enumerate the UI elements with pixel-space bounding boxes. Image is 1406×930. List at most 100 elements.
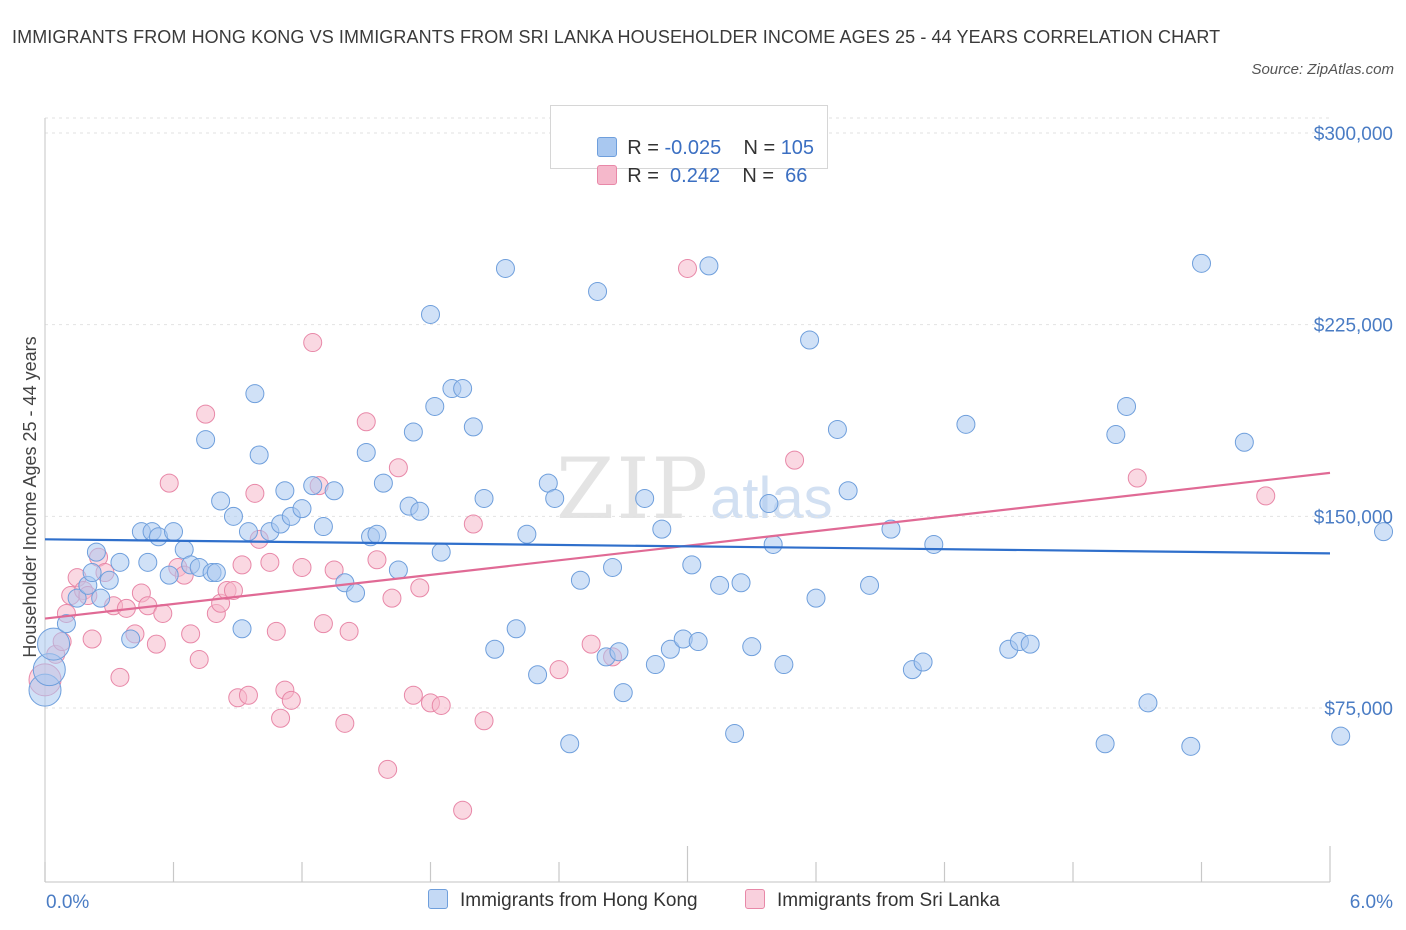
- sri-lanka-point: [266, 621, 286, 641]
- sri-lanka-point: [581, 634, 601, 654]
- hong-kong-point: [660, 639, 680, 659]
- hong-kong-point: [725, 724, 745, 744]
- sri-lanka-point: [281, 690, 301, 710]
- sri-lanka-point: [110, 667, 130, 687]
- hong-kong-point: [292, 499, 312, 519]
- chart-title: IMMIGRANTS FROM HONG KONG VS IMMIGRANTS …: [12, 27, 1221, 47]
- hong-kong-point: [682, 555, 702, 575]
- legend-n-label: N =: [742, 165, 775, 187]
- sri-lanka-point: [196, 404, 216, 424]
- sri-lanka-point: [678, 258, 697, 278]
- hong-kong-point: [635, 488, 655, 508]
- hong-kong-point: [913, 652, 933, 672]
- hong-kong-point: [110, 552, 130, 572]
- sri-lanka-point: [189, 649, 209, 669]
- hong-kong-point: [545, 488, 565, 508]
- legend-row-sri-lanka: R = 0.242 N = 66: [575, 142, 807, 187]
- sri-lanka-point: [410, 578, 430, 598]
- hong-kong-point: [164, 522, 183, 542]
- hong-kong-point: [56, 614, 76, 634]
- hong-kong-point: [1181, 736, 1201, 756]
- sri-lanka-point: [1256, 486, 1276, 506]
- sri-lanka-point: [232, 555, 252, 575]
- hong-kong-point: [67, 588, 87, 608]
- hong-kong-point: [699, 256, 719, 276]
- hong-kong-trend-line: [44, 538, 1331, 555]
- hong-kong-point: [1095, 734, 1115, 754]
- hong-kong-point: [588, 281, 608, 301]
- hong-kong-point: [1117, 396, 1137, 416]
- hong-kong-point: [211, 491, 231, 511]
- sri-lanka-point: [388, 458, 408, 478]
- watermark: ZIPatlas: [556, 440, 833, 538]
- hong-kong-point: [1331, 726, 1351, 746]
- series-label-hong-kong: Immigrants from Hong Kong: [460, 890, 698, 911]
- hong-kong-point: [196, 430, 216, 450]
- sri-lanka-point: [356, 412, 376, 432]
- y-axis-label: Householder Income Ages 25 - 44 years: [20, 336, 40, 657]
- hong-kong-point: [1020, 634, 1040, 654]
- hong-kong-point: [560, 734, 580, 754]
- hong-kong-point: [223, 506, 243, 526]
- hong-kong-point: [495, 258, 515, 278]
- sri-lanka-point: [382, 588, 402, 608]
- y-tick-label: $150,000: [1314, 507, 1393, 528]
- hong-kong-point: [82, 563, 102, 583]
- hong-kong-point: [421, 304, 440, 324]
- hong-kong-point: [742, 637, 762, 657]
- legend-row-hong-kong: R = -0.025 N = 105: [575, 114, 814, 159]
- hong-kong-point: [388, 560, 408, 580]
- sri-lanka-point: [324, 560, 344, 580]
- sri-lanka-point: [339, 621, 359, 641]
- legend-r-value: 0.242: [670, 165, 721, 187]
- hong-kong-point: [238, 522, 258, 542]
- y-tick-label: $225,000: [1314, 316, 1393, 337]
- series-legend-hong-kong: Immigrants from Hong Kong: [428, 889, 698, 912]
- series-swatch-hong-kong: [428, 889, 448, 909]
- hong-kong-point: [800, 330, 820, 350]
- hong-kong-point: [453, 379, 473, 399]
- hong-kong-point: [609, 642, 629, 662]
- hong-kong-point: [485, 639, 505, 659]
- x-tick-label: 6.0%: [1350, 892, 1393, 913]
- hong-kong-point: [860, 575, 880, 595]
- sri-lanka-point: [82, 629, 102, 649]
- hong-kong-point: [431, 542, 451, 562]
- hong-kong-point: [313, 517, 333, 537]
- hong-kong-point: [1374, 522, 1394, 542]
- sri-lanka-point: [223, 580, 243, 600]
- hong-kong-point: [121, 629, 141, 649]
- hong-kong-point: [806, 588, 826, 608]
- hong-kong-point: [517, 524, 537, 544]
- hong-kong-point: [410, 501, 430, 521]
- sri-lanka-point: [785, 450, 805, 470]
- sri-lanka-point: [335, 713, 355, 733]
- hong-kong-point: [367, 524, 387, 544]
- sri-lanka-points: [28, 258, 1276, 820]
- sri-lanka-point: [146, 634, 166, 654]
- hong-kong-point: [570, 570, 590, 590]
- hong-kong-point: [138, 552, 158, 572]
- hong-kong-point: [774, 655, 794, 675]
- hong-kong-point: [763, 534, 783, 554]
- sri-lanka-point: [303, 333, 323, 353]
- hong-kong-point: [425, 396, 445, 416]
- hong-kong-point: [356, 442, 376, 462]
- grid-lines: [45, 117, 1330, 709]
- hong-kong-point: [206, 563, 226, 583]
- sri-lanka-point: [403, 685, 423, 705]
- hong-kong-point: [924, 534, 944, 554]
- hong-kong-point: [1138, 693, 1158, 713]
- sri-lanka-point: [292, 557, 312, 577]
- hong-kong-point: [652, 519, 672, 539]
- hong-kong-point: [1234, 432, 1254, 452]
- hong-kong-point: [603, 557, 623, 577]
- hong-kong-point: [528, 665, 548, 685]
- x-tick-label: 0.0%: [46, 892, 89, 913]
- sri-lanka-point: [245, 483, 265, 503]
- hong-kong-point: [232, 619, 252, 639]
- legend-swatch-sri-lanka: [597, 165, 618, 185]
- legend-r-value: -0.025: [664, 137, 722, 159]
- hong-kong-point: [245, 384, 265, 404]
- hong-kong-point: [881, 519, 901, 539]
